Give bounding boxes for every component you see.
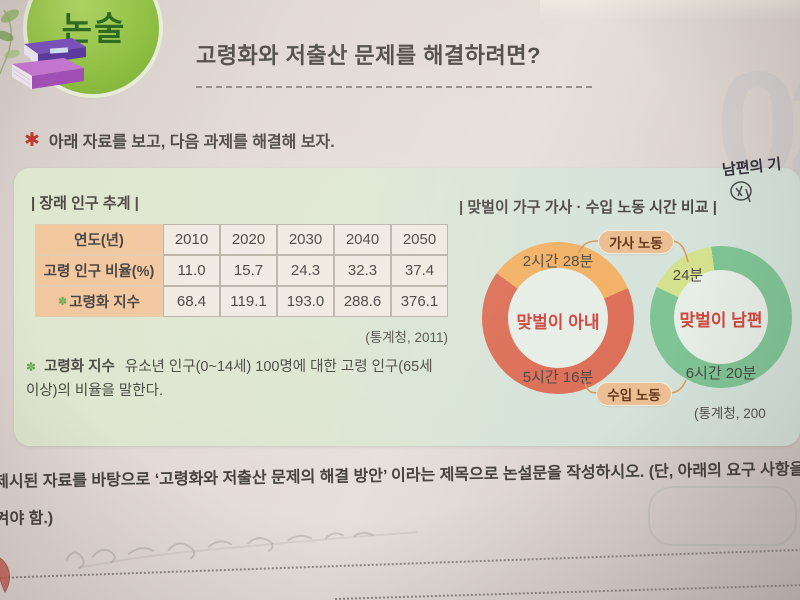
table-source: (통계청, 2011) [365,330,448,345]
table-cell: 24.3 [277,255,334,286]
leaf-decoration-icon [0,9,20,75]
footnote-term: 고령화 지수 [44,359,115,375]
photo-light-strip [540,0,800,20]
chart-source: (통계청, 200 [694,406,766,421]
table-header-cell: 2040 [334,224,391,255]
handwriting-scribble-icon [730,181,752,203]
stamp-showthrough [648,486,797,546]
table-cell: 32.3 [334,255,391,286]
table-header-cell: 2050 [391,224,448,255]
instruction-text: 아래 자료를 보고, 다음 과제를 해결해 보자. [48,134,335,151]
flower-marker-icon: ✽ [26,360,37,374]
page-title: 고령화와 저출산 문제를 해결하려면? [196,43,541,68]
table-row-label: 고령 인구 비율(%) [35,255,163,286]
table-header-cell: 2030 [277,224,334,255]
income-legend-badge: 수입 노동 [596,382,672,406]
husband-donut-hole [674,270,768,364]
wife-income-value: 5시간 16분 [522,369,594,386]
table-header-cell: 2020 [220,224,277,255]
table-row-label: ✽ 고령화 지수 [35,286,163,317]
labor-time-chart-heading: | 맞벌이 가구 가사 · 수입 노동 시간 비교 | [459,199,717,216]
aging-index-footnote: ✽ 고령화 지수 유소년 인구(0~14세) 100명에 대한 고령 인구(65… [26,355,446,403]
red-pen-mark [0,557,10,594]
table-cell: 193.0 [277,286,334,317]
husband-income-value: 6시간 20분 [685,365,757,382]
table-header-year: 연도(년) [35,224,163,255]
pencil-scribbles [65,531,418,569]
population-table: 연도(년) 2010 2020 2030 2040 2050 고령 인구 비율(… [35,224,448,317]
legend-connector-lines [578,240,689,394]
table-cell: 376.1 [391,286,448,317]
husband-donut-chart [650,246,792,388]
husband-housework-value: 24분 [672,267,704,284]
footnote-text: 유소년 인구(0~14세) 100명에 대한 고령 인구(65세 이상)의 비율… [26,359,433,399]
wife-donut-hole [508,268,608,368]
wife-donut-center-label: 맞벌이 아내 [516,313,600,332]
instruction-note: ✱ 아래 자료를 보고, 다음 과제를 해결해 보자. [24,128,335,152]
table-cell: 68.4 [163,286,220,317]
wife-donut-chart [482,242,634,394]
table-cell: 15.7 [220,255,277,286]
flower-marker-icon: ✽ [58,296,68,308]
table-cell: 37.4 [391,255,448,286]
table-row-label-text: 고령화 지수 [69,295,140,311]
title-underline [196,86,592,88]
housework-legend-badge: 가사 노동 [598,230,674,254]
table-header-cell: 2010 [163,224,220,255]
books-icon [12,38,86,89]
wife-housework-value: 2시간 28분 [522,253,594,270]
husband-donut-center-label: 맞벌이 남편 [679,311,763,330]
table-cell: 119.1 [220,286,277,317]
table-cell: 11.0 [163,255,220,286]
population-table-heading: | 장래 인구 추계 | [31,195,139,212]
dotted-writing-line [334,583,800,600]
asterisk-icon: ✱ [24,129,40,151]
table-cell: 288.6 [334,286,391,317]
